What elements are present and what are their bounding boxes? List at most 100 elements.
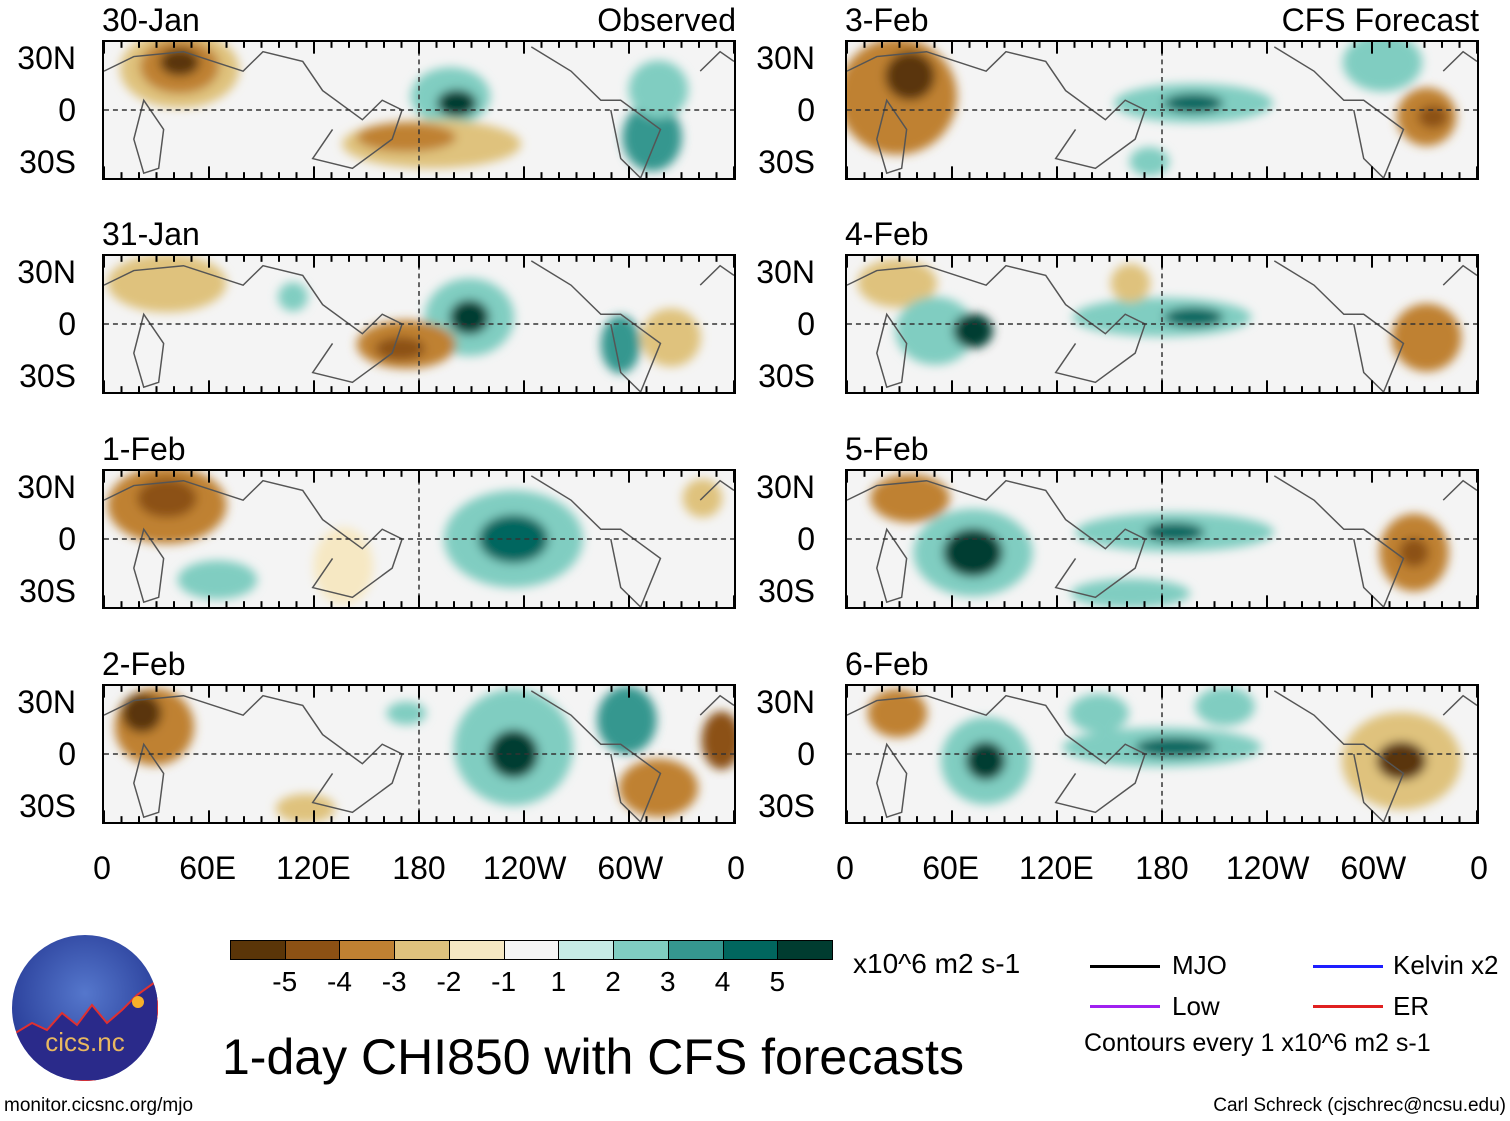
x-tick-label: 0 — [727, 850, 745, 886]
y-tick-label: 30N — [756, 469, 815, 505]
legend-label-mjo: MJO — [1172, 950, 1227, 980]
map-panel — [102, 684, 736, 824]
colorbar-swatch — [339, 940, 396, 960]
anomaly-shading — [1342, 42, 1423, 92]
legend-label-kelvin: Kelvin x2 — [1393, 950, 1499, 980]
colorbar-swatch — [613, 940, 669, 960]
map-panel — [102, 40, 736, 180]
y-tick-label: 30S — [19, 573, 76, 609]
colorbar-label: 4 — [714, 966, 731, 997]
y-tick-label: 30S — [19, 144, 76, 180]
colorbar-label: 3 — [660, 966, 676, 997]
x-tick-label: 180 — [1135, 850, 1189, 886]
anomaly-shading — [597, 686, 657, 754]
anomaly-shading — [1110, 263, 1151, 303]
panel-date: 2-Feb — [102, 646, 186, 682]
anomaly-shading — [1376, 741, 1427, 781]
map-panel — [102, 254, 736, 394]
anomaly-shading — [121, 693, 162, 733]
coastlines — [847, 475, 1477, 607]
y-tick-label: 30N — [756, 40, 815, 76]
y-tick-label: 30S — [758, 144, 815, 180]
anomaly-shading — [953, 313, 993, 349]
anomaly-shading — [137, 478, 197, 518]
map-panel — [845, 684, 1479, 824]
coastlines — [104, 690, 734, 822]
map-panel — [845, 469, 1479, 609]
panel-date: 6-Feb — [845, 646, 929, 682]
anomaly-shading — [177, 560, 258, 600]
panel-source-label: Observed — [597, 2, 736, 38]
panel-date: 4-Feb — [845, 216, 929, 252]
anomaly-shading — [356, 122, 457, 152]
panel-date: 3-Feb — [845, 2, 929, 38]
anomaly-shading — [1163, 93, 1224, 113]
x-tick-label: 0 — [1470, 850, 1488, 886]
colorbar-swatch — [558, 940, 615, 960]
panel-date: 30-Jan — [102, 2, 200, 38]
coastlines — [847, 260, 1477, 392]
x-tick-label: 60E — [922, 850, 980, 886]
anomaly-shading — [159, 48, 200, 76]
panel-date: 5-Feb — [845, 431, 929, 467]
y-tick-label: 30N — [756, 254, 815, 290]
anomaly-shading — [1069, 693, 1129, 733]
colorbar-label: 1 — [550, 966, 567, 997]
coastlines — [104, 260, 734, 392]
anomaly-shading — [600, 315, 641, 374]
anomaly-shading — [867, 688, 928, 738]
map-panel — [845, 254, 1479, 394]
anomaly-shading — [375, 336, 425, 361]
y-tick-label: 30S — [758, 788, 815, 824]
y-tick-label: 30S — [19, 358, 76, 394]
anomaly-shading — [1195, 686, 1255, 726]
colorbar-label: 5 — [769, 966, 786, 997]
colorbar-swatch — [448, 940, 505, 960]
footer-url[interactable]: monitor.cicsnc.org/mjo — [4, 1095, 194, 1116]
x-tick-label: 120E — [1018, 850, 1094, 886]
anomaly-shading — [628, 60, 689, 119]
x-tick-label: 180 — [392, 850, 446, 886]
panel-date: 1-Feb — [102, 431, 186, 467]
coastlines — [104, 475, 734, 607]
colorbar-swatch — [284, 940, 341, 960]
x-tick-label: 60E — [179, 850, 237, 886]
colorbar-label: -1 — [491, 966, 517, 997]
panel-date: 31-Jan — [102, 216, 200, 252]
cicsnc-logo: cics.nc — [12, 935, 158, 1081]
colorbar-swatch — [667, 940, 724, 960]
coastlines — [104, 46, 734, 178]
x-tick-label: 60W — [597, 850, 664, 886]
legend-label-low: Low — [1172, 991, 1220, 1021]
legend-line-low — [1090, 1005, 1160, 1008]
anomaly-shading — [895, 296, 975, 365]
coastlines — [847, 690, 1477, 822]
y-tick-label: 30S — [19, 788, 76, 824]
legend-label-er: ER — [1393, 991, 1430, 1021]
y-tick-label: 30S — [758, 573, 815, 609]
y-tick-label: 30N — [756, 684, 815, 720]
y-tick-label: 0 — [797, 92, 815, 128]
y-tick-label: 30S — [758, 358, 815, 394]
anomaly-shading — [278, 282, 308, 312]
y-tick-label: 0 — [58, 521, 76, 557]
legend-line-mjo — [1090, 965, 1160, 968]
colorbar-swatch — [230, 940, 286, 960]
colorbar-label: -2 — [436, 966, 462, 997]
map-panel — [102, 469, 736, 609]
x-tick-label: 0 — [836, 850, 854, 886]
coastlines — [847, 46, 1477, 178]
anomaly-shading — [622, 103, 682, 172]
anomaly-shading — [1163, 307, 1224, 327]
y-tick-label: 0 — [797, 306, 815, 342]
anomaly-shading — [1391, 303, 1462, 372]
anomaly-shading — [943, 528, 1003, 577]
x-tick-label: 60W — [1340, 850, 1407, 886]
anomaly-shading — [436, 89, 477, 117]
x-tick-label: 120E — [275, 850, 351, 886]
colorbar-swatch — [503, 940, 560, 960]
anomaly-shading — [618, 758, 699, 818]
anomaly-shading — [885, 51, 935, 101]
colorbar-swatch — [722, 940, 779, 960]
y-tick-label: 30N — [17, 684, 76, 720]
